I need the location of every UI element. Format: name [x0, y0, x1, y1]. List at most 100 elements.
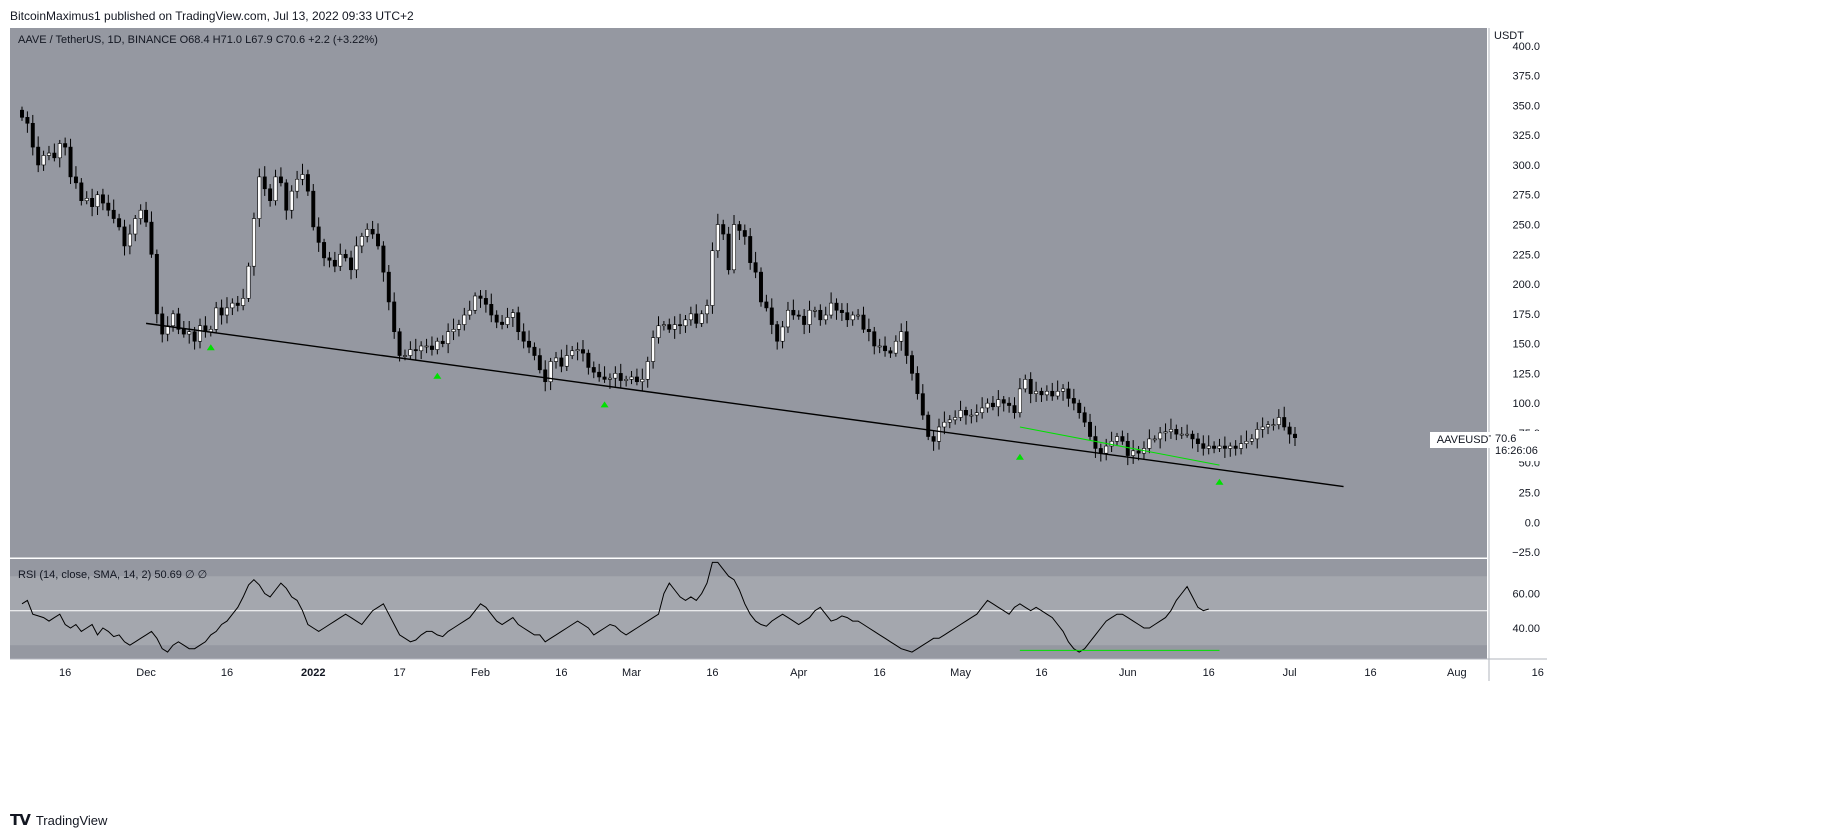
price-tick-label: 275.0 — [1512, 190, 1540, 202]
candle-body — [850, 314, 855, 321]
candle-body — [607, 377, 612, 380]
candle-body — [278, 176, 283, 184]
candle-body — [1174, 429, 1179, 435]
candle — [742, 224, 747, 245]
candle — [305, 169, 310, 196]
candle-body — [36, 146, 41, 166]
candle-body — [1212, 445, 1217, 449]
candle — [349, 250, 354, 280]
candle-body — [1158, 432, 1163, 440]
candle — [359, 232, 364, 254]
candle — [958, 400, 963, 422]
candle — [980, 397, 985, 419]
candle — [241, 288, 246, 311]
price-tick-label: 200.0 — [1512, 279, 1540, 291]
candle-body — [90, 198, 95, 207]
price-tick-label: 300.0 — [1512, 160, 1540, 172]
candle-body — [25, 117, 30, 124]
chart-frame[interactable]: 400.0 375.0 350.0 325.0 300.0 275.0 250.0 225.0… — [10, 28, 1824, 798]
candle-body — [1195, 438, 1200, 444]
candle — [338, 243, 343, 271]
candle — [1109, 431, 1114, 452]
candle — [759, 267, 763, 307]
candle — [942, 411, 947, 435]
price-chart[interactable]: 400.0 375.0 350.0 325.0 300.0 275.0 250.0 225.0… — [10, 28, 1824, 798]
support-marker-icon — [600, 401, 609, 408]
candle-body — [359, 236, 364, 247]
candle-body — [349, 257, 354, 271]
candle — [440, 335, 445, 348]
candle-body — [661, 324, 666, 327]
time-tick-label: 16 — [874, 667, 886, 679]
candle — [90, 188, 95, 217]
legend-high-label: H — [212, 34, 221, 46]
candle-body — [753, 262, 758, 273]
symbol-legend: AAVE / TetherUS, 1D, BINANCE O68.4 H71.0… — [18, 34, 378, 46]
candle — [812, 306, 817, 318]
candle — [1163, 423, 1168, 442]
candle-body — [370, 228, 375, 235]
candle-body — [300, 174, 305, 180]
candle-body — [100, 194, 105, 204]
candle — [570, 346, 575, 360]
candle — [106, 194, 111, 217]
candle-body — [289, 190, 294, 211]
candle-body — [618, 373, 623, 381]
candle-body — [1115, 436, 1119, 442]
candle — [95, 191, 100, 215]
candle — [386, 265, 391, 311]
candle — [1222, 436, 1227, 458]
candle — [985, 398, 990, 413]
candle — [554, 351, 558, 369]
candle-body — [473, 295, 478, 311]
candle-body — [1255, 429, 1260, 440]
candle — [365, 223, 370, 243]
candle — [834, 298, 839, 320]
candle-body — [1104, 445, 1109, 454]
candle-body — [219, 307, 224, 316]
candle-body — [505, 317, 510, 325]
candle — [1044, 385, 1049, 401]
candle-body — [1244, 440, 1249, 444]
candle-body — [969, 414, 974, 417]
support-marker-icon — [433, 372, 442, 379]
candle — [68, 138, 73, 185]
candle-body — [942, 421, 947, 428]
candle-body — [429, 345, 434, 350]
candle — [629, 371, 634, 385]
candle-body — [95, 194, 100, 207]
candle — [559, 349, 564, 373]
candle — [581, 340, 585, 362]
rsi-value: 50.69 — [154, 569, 182, 581]
rsi-label: RSI (14, close, SMA, 14, 2) — [18, 569, 152, 581]
candle — [839, 303, 844, 321]
time-tick-label: Feb — [471, 667, 490, 679]
candle — [996, 390, 1001, 417]
candle — [818, 304, 823, 326]
candle-body — [602, 376, 607, 380]
candle-body — [322, 242, 327, 259]
candle-body — [629, 376, 634, 380]
candle — [1120, 430, 1125, 445]
candle — [532, 342, 537, 361]
candle — [1174, 424, 1179, 441]
candle — [1066, 381, 1071, 407]
candle — [214, 301, 219, 333]
candle-body — [257, 176, 262, 219]
candle — [543, 360, 548, 392]
candle — [753, 251, 758, 279]
candle — [1055, 380, 1060, 400]
candle — [1023, 374, 1028, 393]
candle — [548, 357, 553, 391]
candle-body — [877, 345, 882, 348]
symbol-tag: AAVEUSDT — [1430, 432, 1502, 448]
candle-body — [73, 176, 78, 184]
candle-body — [403, 355, 407, 357]
candle — [1190, 430, 1195, 449]
candle — [877, 338, 882, 354]
support-marker-icon — [1015, 453, 1024, 460]
candle — [30, 114, 35, 156]
candle — [866, 318, 871, 342]
candle-body — [1233, 445, 1238, 449]
candle — [920, 384, 925, 420]
